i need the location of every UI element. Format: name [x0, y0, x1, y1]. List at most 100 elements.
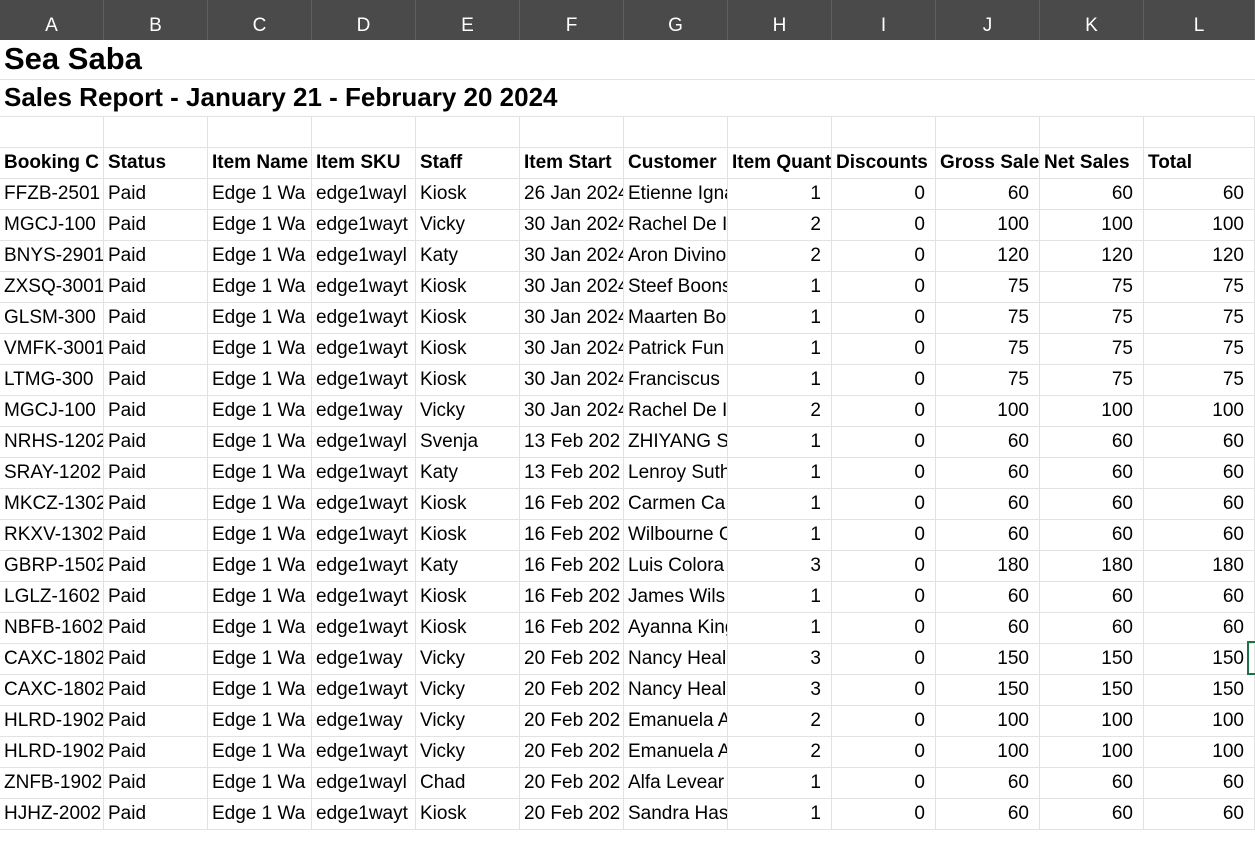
data-cell[interactable]: Luis Colora: [624, 551, 728, 582]
data-cell[interactable]: 0: [832, 613, 936, 644]
data-cell[interactable]: Paid: [104, 799, 208, 830]
data-cell[interactable]: 1: [728, 334, 832, 365]
data-cell[interactable]: 75: [936, 365, 1040, 396]
data-cell[interactable]: MGCJ-100: [0, 396, 104, 427]
data-cell[interactable]: Kiosk: [416, 582, 520, 613]
column-header-f[interactable]: F: [520, 0, 624, 40]
data-cell[interactable]: 2: [728, 706, 832, 737]
data-cell[interactable]: Edge 1 Wa: [208, 520, 312, 551]
data-cell[interactable]: 16 Feb 202: [520, 489, 624, 520]
data-cell[interactable]: Paid: [104, 644, 208, 675]
data-cell[interactable]: 0: [832, 551, 936, 582]
header-cell[interactable]: Gross Sale: [936, 148, 1040, 179]
header-cell[interactable]: Item SKU: [312, 148, 416, 179]
column-header-g[interactable]: G: [624, 0, 728, 40]
data-cell[interactable]: 75: [936, 272, 1040, 303]
data-cell[interactable]: 60: [1040, 768, 1144, 799]
header-cell[interactable]: Net Sales: [1040, 148, 1144, 179]
data-cell[interactable]: edge1way: [312, 396, 416, 427]
data-cell[interactable]: NRHS-1202: [0, 427, 104, 458]
data-cell[interactable]: FFZB-2501: [0, 179, 104, 210]
data-cell[interactable]: 0: [832, 489, 936, 520]
data-cell[interactable]: 60: [1144, 582, 1255, 613]
data-cell[interactable]: 1: [728, 272, 832, 303]
empty-cell[interactable]: [312, 117, 416, 148]
data-cell[interactable]: GBRP-1502: [0, 551, 104, 582]
data-cell[interactable]: 0: [832, 706, 936, 737]
data-cell[interactable]: 0: [832, 768, 936, 799]
data-cell[interactable]: 60: [1040, 427, 1144, 458]
data-cell[interactable]: 150: [1144, 644, 1255, 675]
data-cell[interactable]: Edge 1 Wa: [208, 675, 312, 706]
data-cell[interactable]: 16 Feb 202: [520, 551, 624, 582]
column-header-i[interactable]: I: [832, 0, 936, 40]
data-cell[interactable]: Paid: [104, 706, 208, 737]
data-cell[interactable]: 30 Jan 2024: [520, 365, 624, 396]
data-cell[interactable]: 150: [1040, 675, 1144, 706]
data-cell[interactable]: 2: [728, 210, 832, 241]
data-cell[interactable]: Sandra Has: [624, 799, 728, 830]
data-cell[interactable]: Lenroy Suth: [624, 458, 728, 489]
data-cell[interactable]: Kiosk: [416, 520, 520, 551]
data-cell[interactable]: 0: [832, 334, 936, 365]
data-cell[interactable]: 60: [1144, 179, 1255, 210]
data-cell[interactable]: 16 Feb 202: [520, 613, 624, 644]
data-cell[interactable]: edge1wayt: [312, 582, 416, 613]
data-cell[interactable]: Vicky: [416, 706, 520, 737]
data-cell[interactable]: 1: [728, 365, 832, 396]
data-cell[interactable]: Emanuela A: [624, 706, 728, 737]
data-cell[interactable]: NBFB-1602: [0, 613, 104, 644]
data-cell[interactable]: 60: [936, 613, 1040, 644]
data-cell[interactable]: 75: [1144, 303, 1255, 334]
data-cell[interactable]: edge1wayt: [312, 520, 416, 551]
data-cell[interactable]: Vicky: [416, 675, 520, 706]
data-cell[interactable]: BNYS-2901: [0, 241, 104, 272]
data-cell[interactable]: edge1wayt: [312, 365, 416, 396]
data-cell[interactable]: 0: [832, 210, 936, 241]
data-cell[interactable]: Edge 1 Wa: [208, 210, 312, 241]
data-cell[interactable]: Paid: [104, 582, 208, 613]
data-cell[interactable]: Vicky: [416, 644, 520, 675]
header-cell[interactable]: Customer: [624, 148, 728, 179]
data-cell[interactable]: 0: [832, 675, 936, 706]
data-cell[interactable]: 2: [728, 737, 832, 768]
data-cell[interactable]: 60: [1144, 799, 1255, 830]
data-cell[interactable]: Vicky: [416, 210, 520, 241]
data-cell[interactable]: 60: [1040, 799, 1144, 830]
data-cell[interactable]: Patrick Fun: [624, 334, 728, 365]
data-cell[interactable]: 1: [728, 582, 832, 613]
data-cell[interactable]: Vicky: [416, 737, 520, 768]
data-cell[interactable]: edge1wayt: [312, 334, 416, 365]
data-cell[interactable]: 100: [1144, 396, 1255, 427]
data-cell[interactable]: CAXC-1802: [0, 644, 104, 675]
data-cell[interactable]: 60: [1144, 458, 1255, 489]
data-cell[interactable]: Steef Boons: [624, 272, 728, 303]
data-cell[interactable]: Edge 1 Wa: [208, 489, 312, 520]
data-cell[interactable]: 75: [1040, 303, 1144, 334]
data-cell[interactable]: 0: [832, 582, 936, 613]
data-cell[interactable]: Nancy Heal: [624, 644, 728, 675]
data-cell[interactable]: Paid: [104, 551, 208, 582]
data-cell[interactable]: Paid: [104, 737, 208, 768]
data-cell[interactable]: 0: [832, 241, 936, 272]
data-cell[interactable]: 20 Feb 202: [520, 799, 624, 830]
data-cell[interactable]: Edge 1 Wa: [208, 427, 312, 458]
data-cell[interactable]: 150: [936, 675, 1040, 706]
data-cell[interactable]: Edge 1 Wa: [208, 241, 312, 272]
data-cell[interactable]: Paid: [104, 675, 208, 706]
data-cell[interactable]: 0: [832, 737, 936, 768]
data-cell[interactable]: Paid: [104, 768, 208, 799]
data-cell[interactable]: 100: [1144, 706, 1255, 737]
column-header-b[interactable]: B: [104, 0, 208, 40]
data-cell[interactable]: ZXSQ-3001: [0, 272, 104, 303]
data-cell[interactable]: Edge 1 Wa: [208, 458, 312, 489]
data-cell[interactable]: Paid: [104, 272, 208, 303]
data-cell[interactable]: Kiosk: [416, 334, 520, 365]
empty-cell[interactable]: [832, 117, 936, 148]
data-cell[interactable]: 30 Jan 2024: [520, 334, 624, 365]
column-header-h[interactable]: H: [728, 0, 832, 40]
empty-cell[interactable]: [624, 117, 728, 148]
data-cell[interactable]: Paid: [104, 303, 208, 334]
data-cell[interactable]: Vicky: [416, 396, 520, 427]
data-cell[interactable]: 100: [1040, 706, 1144, 737]
